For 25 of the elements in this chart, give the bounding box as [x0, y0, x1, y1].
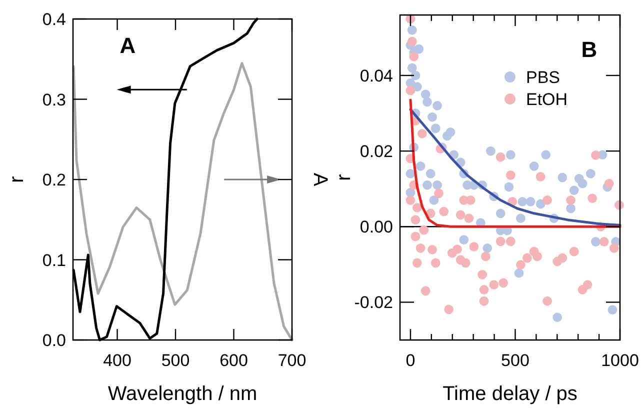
y2-axis-title: A [309, 172, 331, 187]
y-axis-title: r [6, 176, 28, 183]
legend-label: PBS [526, 68, 560, 87]
legend-label: EtOH [526, 90, 568, 109]
y-tick-label: 0.4 [42, 10, 66, 29]
y-tick-label: 0.2 [42, 170, 66, 190]
y-tick-label: -0.02 [354, 293, 393, 312]
annotation: A [120, 33, 136, 58]
x-axis-title: Wavelength / nm [108, 383, 258, 405]
y-tick-label: 0.1 [42, 250, 66, 270]
x-tick-label: 500 [161, 351, 190, 370]
annotation: B [581, 37, 598, 62]
x-tick-label: 400 [103, 351, 132, 370]
x-tick-label: 500 [501, 351, 530, 370]
x-axis-title: Time delay / ps [442, 383, 578, 405]
y-tick-label: 0.3 [42, 90, 66, 110]
x-tick-label: 0 [406, 351, 416, 370]
x-tick-label: 700 [278, 351, 306, 370]
x-tick-label: 600 [220, 351, 248, 370]
y-tick-label: 0.0 [42, 331, 66, 350]
y-tick-label: 0.00 [360, 218, 393, 237]
y-tick-label: 0.04 [360, 66, 393, 86]
x-tick-label: 1000 [601, 351, 639, 370]
y-tick-label: 0.02 [360, 142, 393, 162]
y-axis-title: r [333, 174, 355, 181]
